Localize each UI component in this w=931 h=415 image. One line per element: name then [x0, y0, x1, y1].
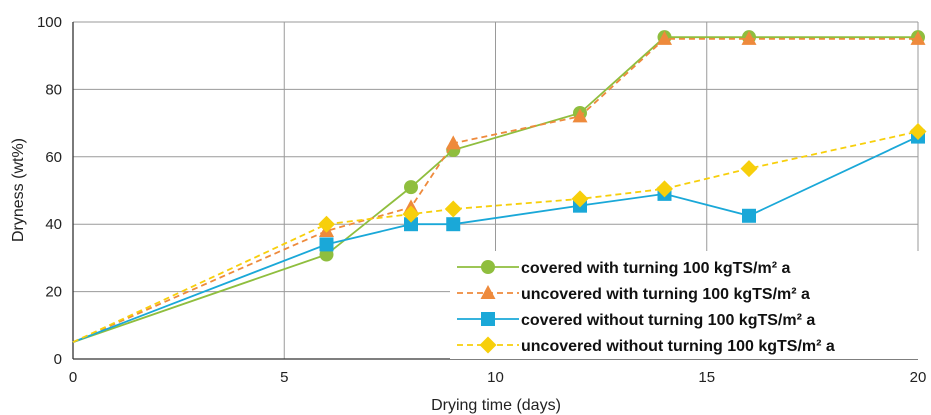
legend-label: covered without turning 100 kgTS/m² a [521, 312, 815, 329]
data-point [910, 30, 926, 45]
y-tick-label: 100 [37, 14, 62, 31]
data-point [572, 108, 588, 123]
x-axis-title: Drying time (days) [431, 397, 561, 414]
legend-item: uncovered with turning 100 kgTS/m² a [457, 285, 810, 303]
x-tick-label: 5 [280, 369, 288, 386]
x-tick-label: 15 [698, 369, 715, 386]
series-line [72, 130, 919, 343]
data-point [741, 30, 757, 45]
data-point [742, 208, 756, 223]
legend: covered with turning 100 kgTS/m² a uncove… [450, 251, 928, 359]
legend-marker [480, 285, 496, 299]
data-point [404, 217, 418, 232]
x-tick-label: 10 [487, 369, 504, 386]
data-point [740, 160, 758, 178]
legend-label: uncovered with turning 100 kgTS/m² a [521, 286, 810, 303]
y-tick-label: 20 [45, 284, 62, 301]
series-layer [72, 30, 927, 344]
series-line [72, 135, 919, 343]
legend-label: uncovered without turning 100 kgTS/m² a [521, 338, 835, 355]
data-point [445, 135, 461, 150]
y-axis-title: Dryness (wt%) [10, 138, 27, 242]
legend-item: covered with turning 100 kgTS/m² a [457, 260, 790, 277]
data-point [571, 190, 589, 208]
y-tick-label: 80 [45, 81, 62, 98]
y-tick-label: 0 [54, 351, 62, 368]
series-line [72, 36, 918, 344]
series-4 [72, 123, 927, 343]
data-point [909, 123, 927, 141]
series-line [72, 37, 918, 343]
data-point [402, 205, 420, 223]
data-point [657, 30, 672, 45]
legend-marker [479, 336, 497, 354]
legend-label: covered with turning 100 kgTS/m² a [521, 260, 790, 277]
y-tick-label: 40 [45, 216, 62, 233]
x-tick-label: 20 [910, 369, 927, 386]
legend-item: covered without turning 100 kgTS/m² a [457, 312, 815, 329]
legend-background [450, 251, 928, 359]
data-point [446, 217, 461, 232]
legend-item: uncovered without turning 100 kgTS/m² a [457, 336, 835, 355]
data-point [444, 200, 462, 218]
y-tick-label: 60 [45, 149, 62, 166]
x-tick-label: 0 [69, 369, 77, 386]
data-point [318, 215, 335, 233]
legend-marker [481, 312, 495, 326]
data-point [656, 180, 673, 198]
data-point [319, 237, 334, 252]
legend-marker [481, 260, 495, 274]
data-point [404, 180, 418, 195]
